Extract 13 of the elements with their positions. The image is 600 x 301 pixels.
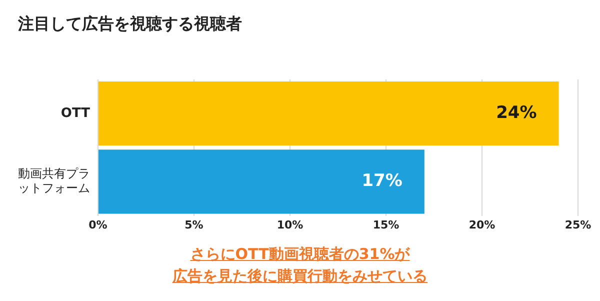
x-tick-label: 10%: [276, 218, 304, 232]
text: さらにOTT動画視聴者の31%が: [190, 245, 410, 263]
x-tick-label: 15%: [372, 218, 400, 232]
y-tick-label: 動画共有プラットフォーム: [18, 166, 90, 196]
x-tick-label: 25%: [564, 218, 592, 232]
data-label: 17%: [362, 171, 402, 192]
chart-title: 注目して広告を視聴する視聴者: [18, 14, 242, 35]
y-tick-label: OTT: [60, 106, 90, 121]
text: 広告を見た後に購買行動をみせている: [172, 267, 428, 285]
x-tick-label: 0%: [88, 218, 108, 232]
x-tick-label: 5%: [184, 218, 204, 232]
data-label: 24%: [496, 102, 537, 123]
x-tick-label: 20%: [468, 218, 496, 232]
